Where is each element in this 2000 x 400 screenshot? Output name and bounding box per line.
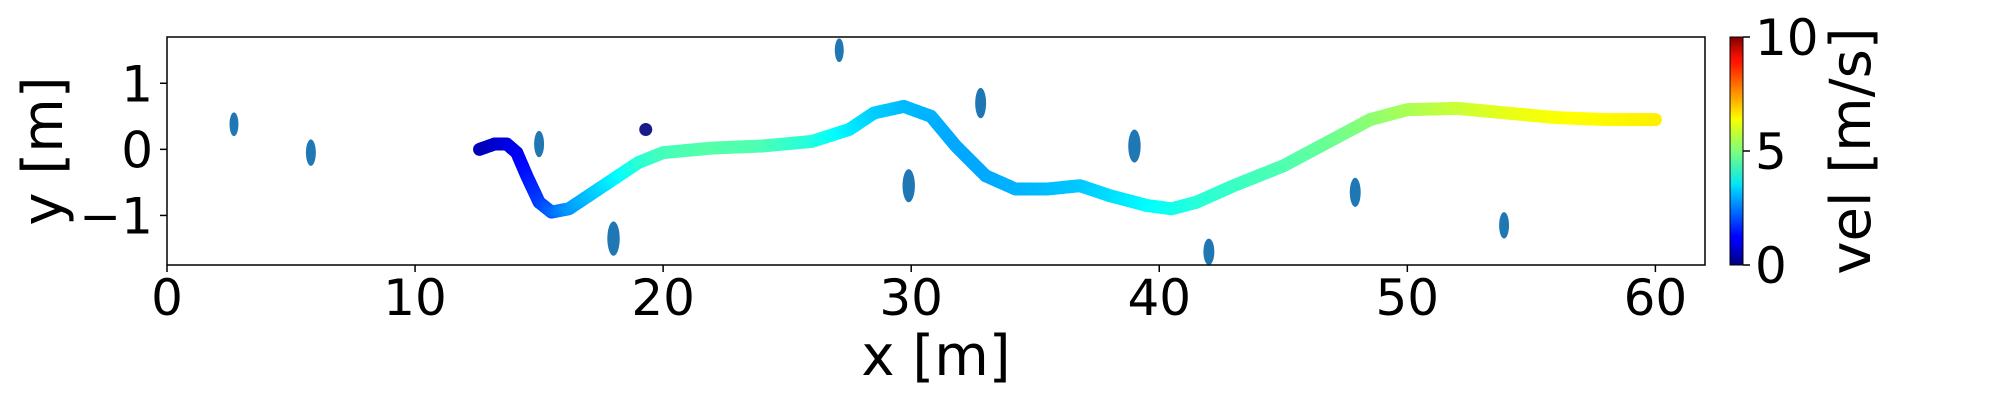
obstacle [534,130,545,158]
x-tick-label: 30 [879,269,943,327]
trajectory-point [1648,113,1662,127]
obstacle [1128,129,1141,163]
x-tick-label: 60 [1624,269,1688,327]
x-tick-label: 10 [383,269,447,327]
y-tick-label: 0 [121,121,153,179]
x-axis-ticks: 0 10 20 30 40 50 60 [151,265,1687,327]
x-tick-label: 20 [631,269,695,327]
colorbar-tick-label: 0 [1755,237,1787,295]
obstacle [834,38,844,63]
colorbar-label: vel [m/s] [1819,27,1884,274]
colorbar-ticks: 10 5 0 [1743,9,1819,295]
plot-frame [166,36,1706,266]
x-tick-label: 50 [1376,269,1440,327]
x-tick-label: 40 [1127,269,1191,327]
y-axis-ticks: 1 0 −1 [79,55,167,245]
plot-area [166,36,1706,266]
obstacle [902,169,915,203]
y-tick-label: −1 [79,187,153,245]
colorbar: 10 5 0 vel [m/s] [1729,9,1884,295]
obstacle [1499,212,1510,239]
marker-layer [639,123,653,137]
x-axis-label: x [m] [861,324,1010,389]
colorbar-tick-label: 5 [1755,123,1787,181]
goal-marker [639,123,653,137]
colorbar-tick-label: 10 [1755,9,1819,67]
obstacles [229,38,1510,265]
obstacle [975,87,987,119]
obstacle [229,112,239,137]
obstacle [1203,238,1215,265]
y-axis-label: y [m] [11,76,76,225]
obstacle [607,221,620,256]
trajectory [473,99,1662,219]
colorbar-gradient [1729,36,1744,266]
x-tick-label: 0 [151,269,183,327]
obstacle [1349,177,1361,207]
y-tick-label: 1 [121,55,153,113]
obstacle [305,139,316,166]
